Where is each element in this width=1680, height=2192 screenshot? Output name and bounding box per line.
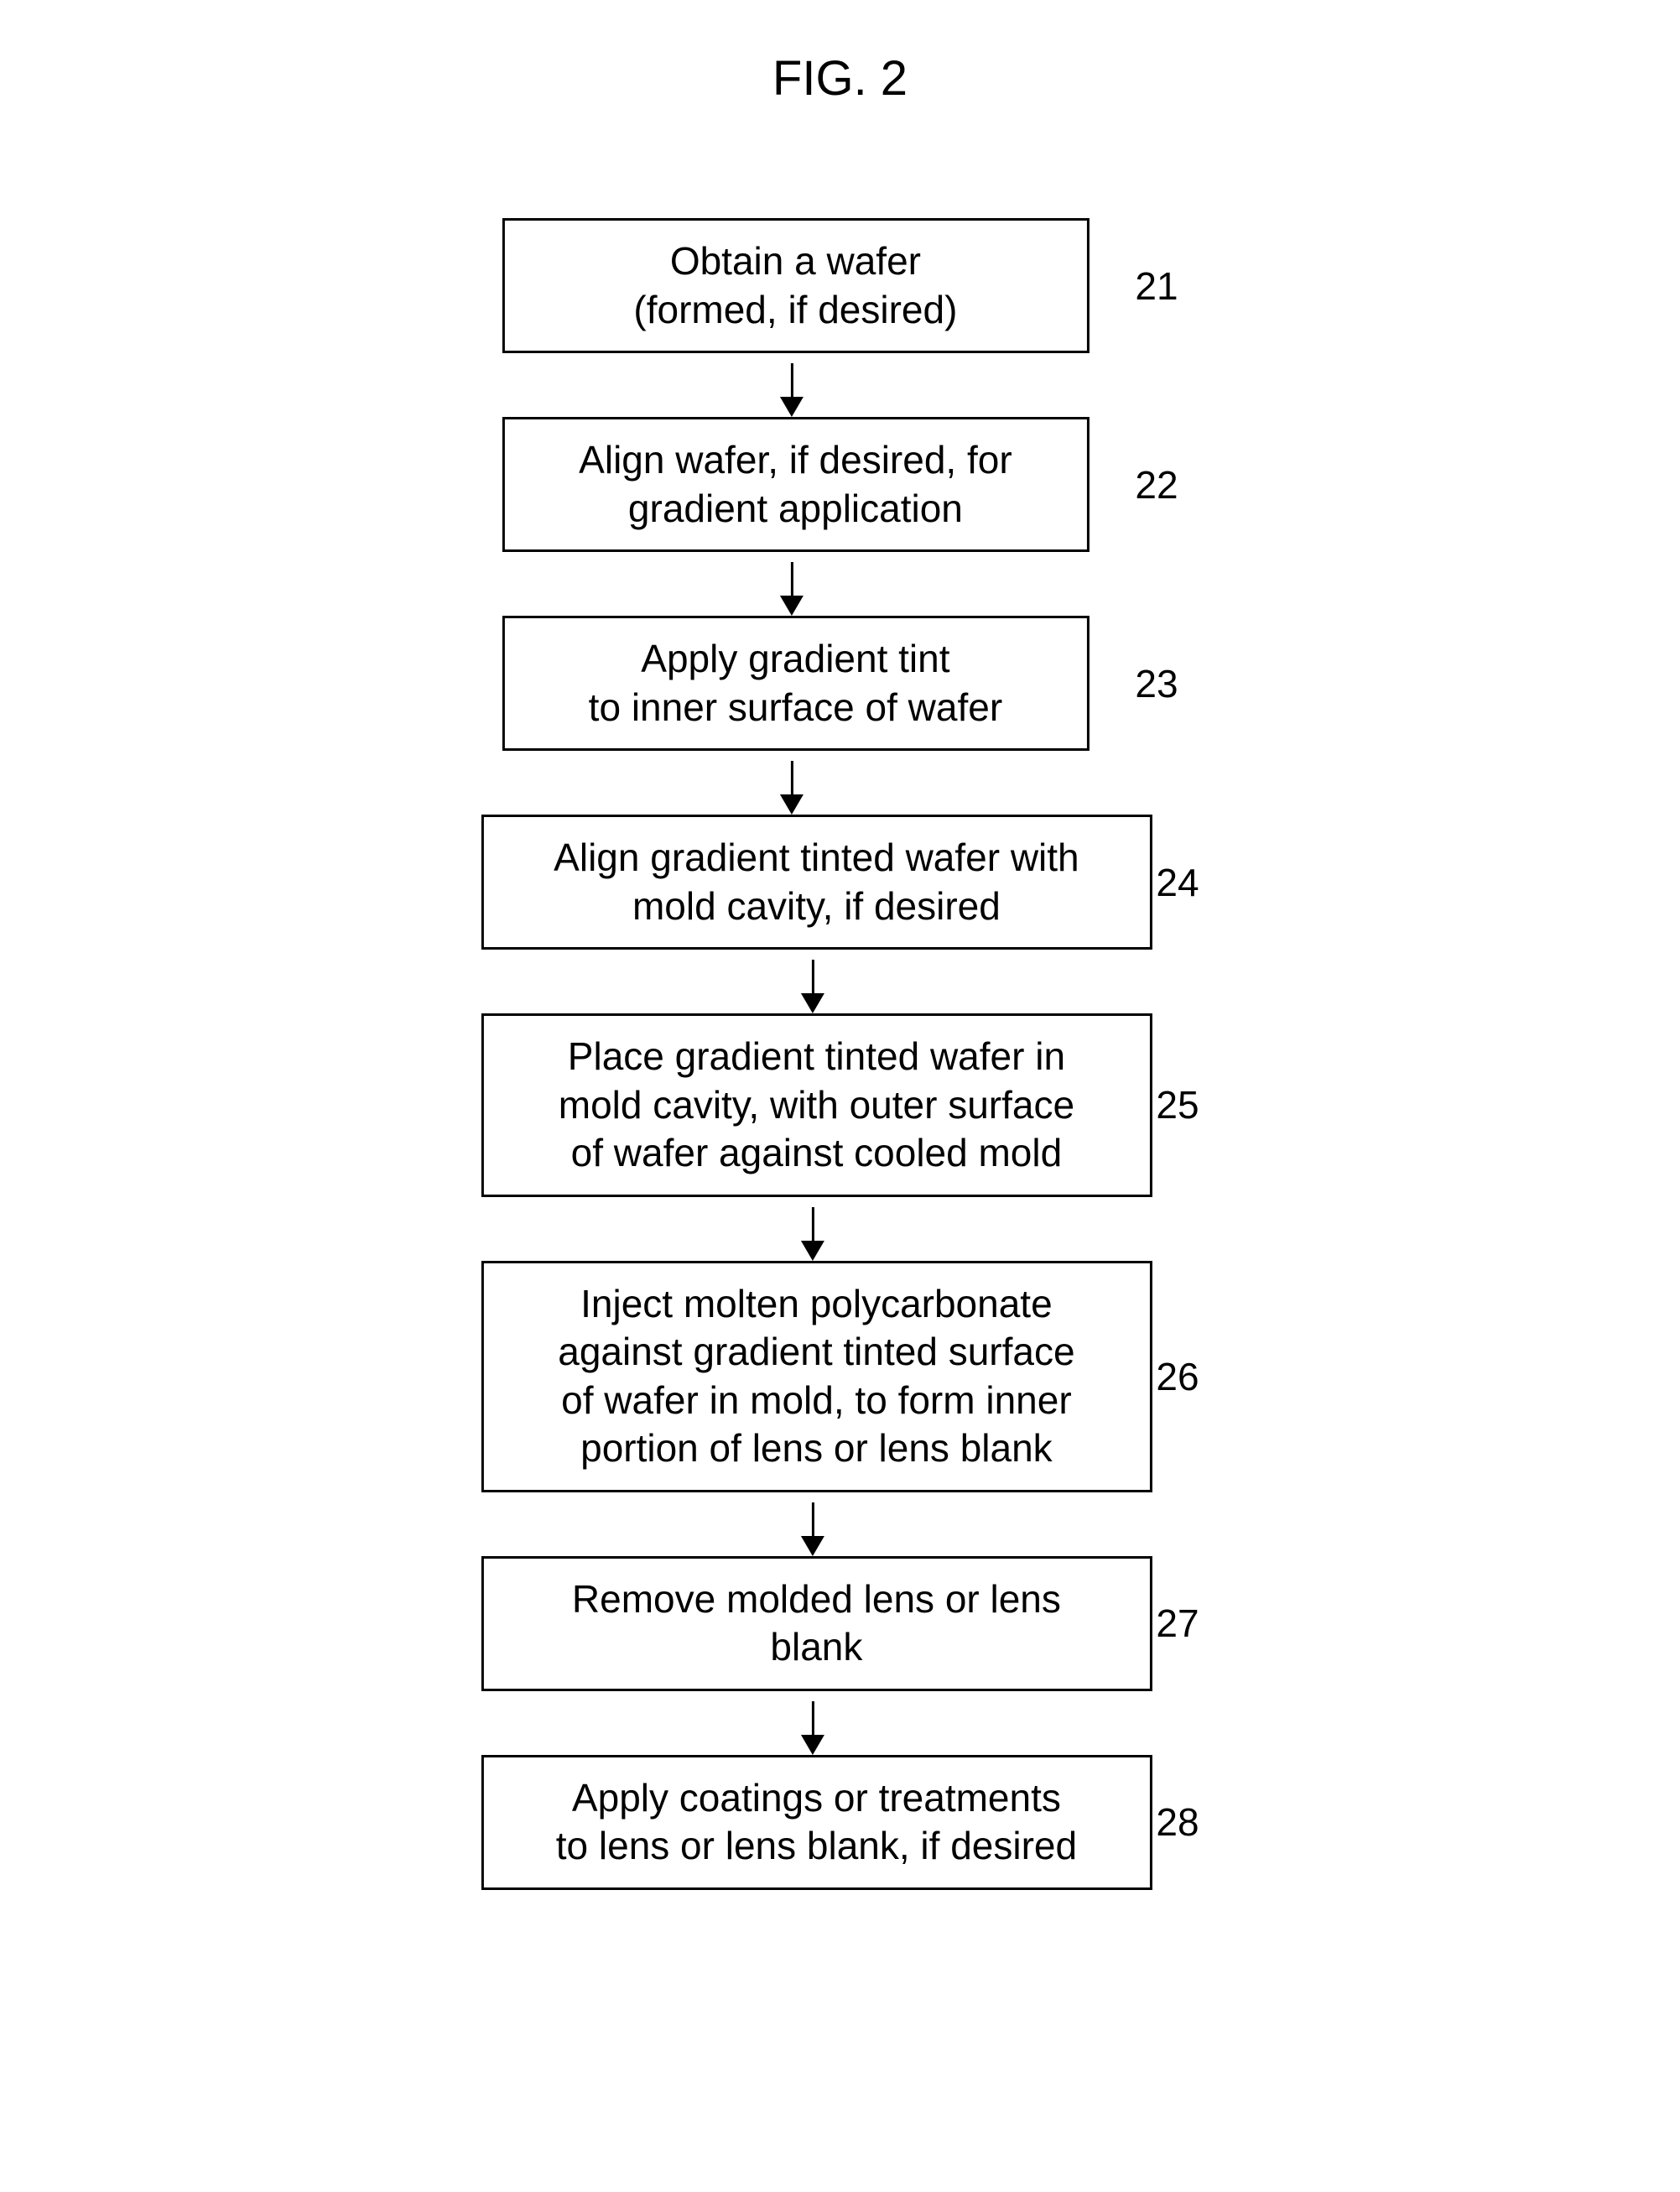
flowchart-step-row: Align wafer, if desired, forgradient app…	[502, 417, 1178, 552]
flowchart-step-label: 23	[1135, 661, 1178, 706]
flowchart-arrow	[811, 1197, 814, 1261]
flowchart-step-label: 27	[1156, 1601, 1199, 1646]
flowchart-arrow	[790, 353, 793, 417]
flowchart-step-label: 24	[1156, 860, 1199, 905]
flowchart-step-label: 26	[1156, 1354, 1199, 1399]
flowchart-step-label: 21	[1135, 263, 1178, 309]
flowchart-step-box: Obtain a wafer(formed, if desired)	[502, 218, 1089, 353]
flowchart-step-row: Remove molded lens or lensblank27	[481, 1556, 1199, 1691]
flowchart-step-label: 25	[1156, 1082, 1199, 1127]
arrow-head-icon	[801, 1536, 824, 1556]
arrow-head-icon	[801, 993, 824, 1013]
flowchart-step-row: Obtain a wafer(formed, if desired) 21	[502, 218, 1178, 353]
arrow-head-icon	[780, 596, 804, 616]
arrow-head-icon	[780, 794, 804, 815]
flowchart-step-row: Align gradient tinted wafer withmold cav…	[481, 815, 1199, 950]
flowchart-step-box: Apply gradient tintto inner surface of w…	[502, 616, 1089, 751]
figure-title: FIG. 2	[0, 50, 1680, 107]
arrow-head-icon	[780, 397, 804, 417]
flowchart-step-box: Remove molded lens or lensblank	[481, 1556, 1152, 1691]
flowchart-arrow	[790, 552, 793, 616]
flowchart-arrow	[811, 950, 814, 1013]
flowchart-step-box: Align gradient tinted wafer withmold cav…	[481, 815, 1152, 950]
flowchart-step-label: 22	[1135, 462, 1178, 508]
flowchart-step-row: Apply gradient tintto inner surface of w…	[502, 616, 1178, 751]
flowchart-step-label: 28	[1156, 1799, 1199, 1845]
flowchart-step-box: Align wafer, if desired, forgradient app…	[502, 417, 1089, 552]
flowchart-step-row: Apply coatings or treatmentsto lens or l…	[481, 1755, 1199, 1890]
flowchart-step-box: Inject molten polycarbonateagainst gradi…	[481, 1261, 1152, 1492]
arrow-head-icon	[801, 1241, 824, 1261]
arrow-head-icon	[801, 1735, 824, 1755]
flowchart-arrow	[811, 1691, 814, 1755]
flowchart-step-row: Inject molten polycarbonateagainst gradi…	[481, 1261, 1199, 1492]
flowchart-arrow	[811, 1492, 814, 1556]
flowchart-step-box: Apply coatings or treatmentsto lens or l…	[481, 1755, 1152, 1890]
flowchart-arrow	[790, 751, 793, 815]
flowchart-step-row: Place gradient tinted wafer inmold cavit…	[481, 1013, 1199, 1197]
flowchart-step-box: Place gradient tinted wafer inmold cavit…	[481, 1013, 1152, 1197]
flowchart-container: Obtain a wafer(formed, if desired) 21 Alig…	[481, 218, 1199, 1890]
